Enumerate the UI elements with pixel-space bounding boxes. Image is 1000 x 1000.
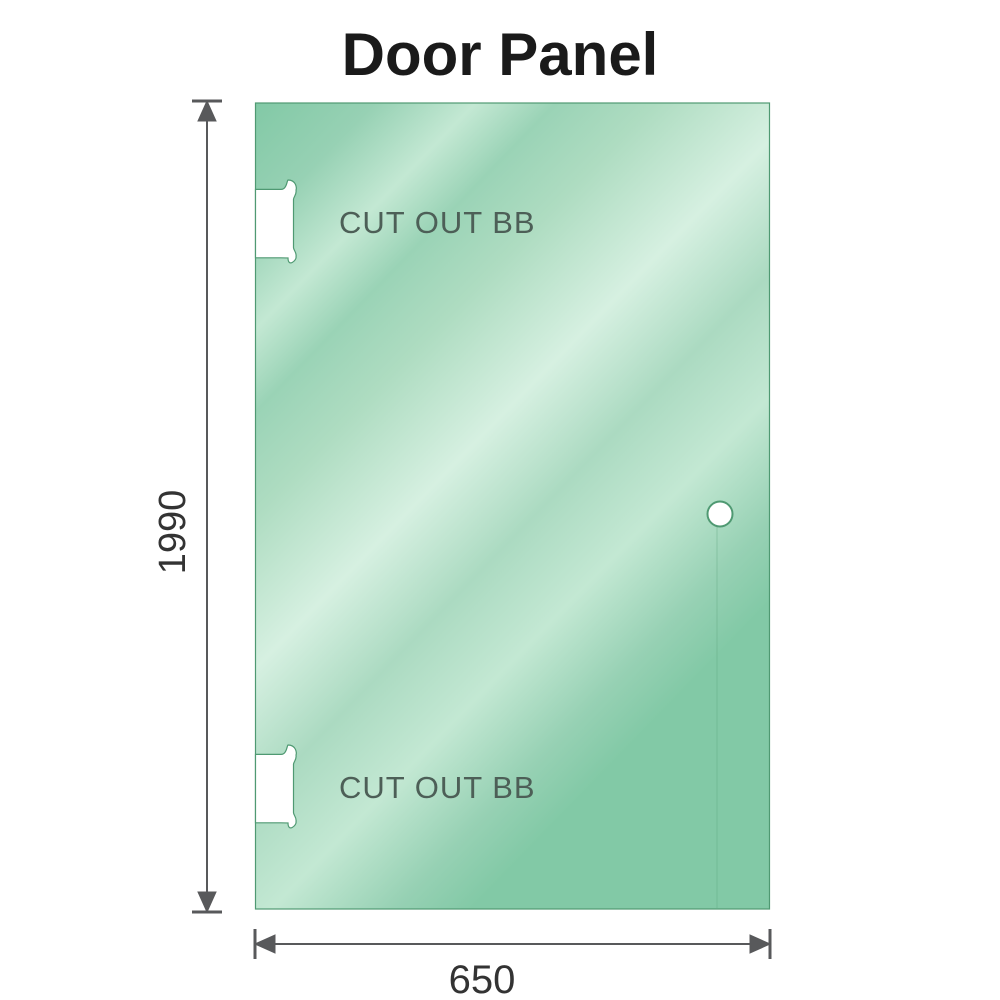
svg-text:650: 650 bbox=[449, 958, 516, 1000]
svg-text:CUT OUT BB: CUT OUT BB bbox=[339, 770, 536, 805]
svg-text:CUT OUT BB: CUT OUT BB bbox=[339, 205, 536, 240]
svg-text:1990: 1990 bbox=[152, 490, 194, 575]
